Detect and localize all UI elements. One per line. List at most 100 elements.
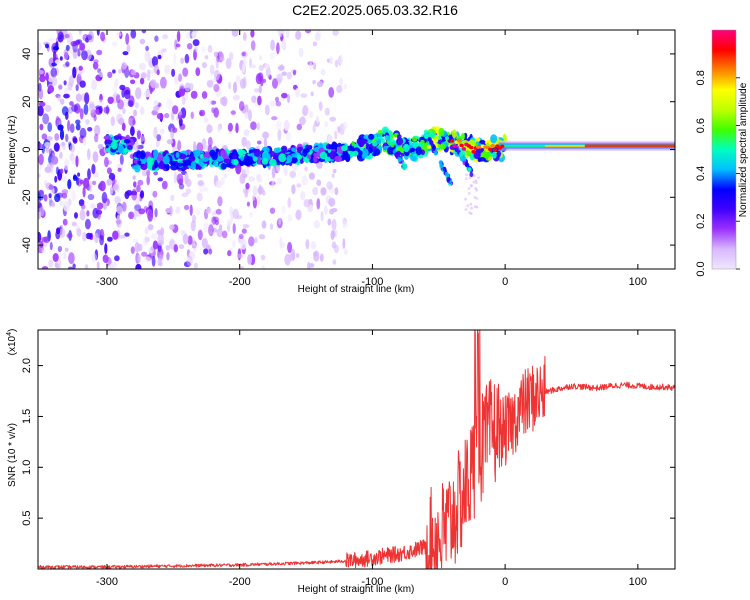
spectrogram-cell xyxy=(469,145,474,150)
spectrogram-cell xyxy=(112,230,119,240)
spectrogram-cell xyxy=(153,149,159,159)
spectrogram-cell xyxy=(147,209,154,222)
spectrogram-cell xyxy=(91,252,97,263)
spectrogram-cell xyxy=(240,265,244,269)
spectrogram-cell xyxy=(139,77,145,85)
spectrogram-cell xyxy=(63,80,67,86)
spectrogram-cell xyxy=(320,68,326,76)
spectrogram-cell xyxy=(241,63,246,74)
spectrogram-cell xyxy=(107,71,113,79)
spectrogram-cell xyxy=(221,230,228,239)
spectrogram-cell xyxy=(169,160,176,166)
spectrogram-cell xyxy=(184,172,189,185)
spectrogram-cell xyxy=(134,164,141,173)
spectrogram-cell xyxy=(137,254,141,264)
spectrogram-cell xyxy=(427,136,432,142)
spectrogram-cell xyxy=(211,151,218,161)
spectrogram-cell xyxy=(94,232,99,244)
spectrogram-cell xyxy=(147,161,153,171)
spectrogram-cell xyxy=(61,192,68,199)
spectrogram-cell xyxy=(78,71,82,77)
spectrogram-cell xyxy=(281,205,286,214)
spectrogram-cell xyxy=(89,203,96,209)
spectrogram-cell xyxy=(161,180,168,190)
spectrogram-cell xyxy=(84,264,89,269)
spectrogram-cell xyxy=(331,218,337,231)
spectrogram-cell xyxy=(94,133,99,143)
spectrogram-cell xyxy=(315,30,322,38)
y-tick-label: 2.0 xyxy=(21,358,33,373)
spectrogram-cell xyxy=(294,87,300,98)
spectrogram-cell xyxy=(130,69,137,76)
spectrogram-cell xyxy=(70,41,77,47)
spectrogram-cell xyxy=(48,193,52,199)
spectrogram-cell xyxy=(352,150,359,157)
spectrogram-cell xyxy=(201,62,207,69)
spectrogram-cell xyxy=(257,140,262,145)
spectrogram-cell xyxy=(410,155,417,162)
spectrogram-cell xyxy=(157,177,164,182)
spectrogram-cell xyxy=(283,119,290,131)
spectrogram-cell xyxy=(298,47,304,58)
spectrogram-cell xyxy=(176,30,181,43)
spectrogram-cell xyxy=(206,80,214,88)
spectrogram-cell xyxy=(76,228,82,237)
spectrogram-cell xyxy=(278,30,284,38)
spectrogram-cell xyxy=(48,184,54,190)
spectrogram-cell xyxy=(194,30,199,34)
spectrogram-cell xyxy=(332,30,339,36)
spectrogram-cell xyxy=(343,83,348,90)
spectrogram-cell xyxy=(213,216,220,223)
spectrogram-cell xyxy=(262,131,269,139)
spectrogram-cell xyxy=(114,255,120,262)
spectrogram-cell xyxy=(127,100,134,107)
spectrogram-cell xyxy=(38,189,44,195)
spectrogram-cell xyxy=(312,41,317,47)
spectrogram-cell xyxy=(71,104,78,112)
spectrogram-cell xyxy=(438,127,445,137)
spectrogram-cell xyxy=(117,68,122,74)
spectrogram-cell xyxy=(178,110,183,116)
spectrogram-cell xyxy=(96,30,100,36)
spectrogram-cell xyxy=(39,123,44,131)
spectrogram-cell xyxy=(442,166,447,172)
spectrogram-cell xyxy=(469,202,473,206)
spectrogram-cell xyxy=(465,173,468,177)
spectrogram-cell xyxy=(116,205,123,215)
spectrogram-cell xyxy=(152,190,158,198)
spectrogram-cell xyxy=(258,85,262,94)
snr-line xyxy=(38,330,675,569)
spectrogram-cell xyxy=(92,151,99,163)
spectrogram-cell xyxy=(41,266,49,269)
spectrogram-cell xyxy=(185,188,192,195)
spectrogram-cell xyxy=(173,171,178,184)
spectrogram-cell xyxy=(469,184,473,187)
spectrogram-cell xyxy=(45,43,49,49)
spectrogram-cell xyxy=(178,244,185,250)
spectrogram-cell xyxy=(144,256,151,262)
y-tick-label: 1.0 xyxy=(21,460,33,475)
spectrogram-cell xyxy=(157,247,164,260)
spectrogram-cell xyxy=(424,133,429,139)
spectrogram-cell xyxy=(241,51,246,57)
spectrogram-cells xyxy=(38,30,509,269)
spectrogram-cell xyxy=(145,45,150,52)
spectrogram-cell xyxy=(139,190,145,199)
spectrogram-cell xyxy=(141,169,148,177)
band-peak-yellow xyxy=(544,144,585,147)
spectrogram-cell xyxy=(69,123,75,133)
spectrogram-cell xyxy=(177,140,182,151)
spectrogram-cell xyxy=(144,89,151,98)
spectrogram-cell xyxy=(402,165,407,171)
spectrogram-cell xyxy=(44,104,52,113)
spectrogram-cell xyxy=(252,195,256,201)
spectrogram-cell xyxy=(264,104,270,116)
spectrogram-cell xyxy=(211,211,216,217)
spectrogram-cell xyxy=(84,218,91,230)
spectrogram-cell xyxy=(96,208,102,220)
spectrogram-cell xyxy=(146,175,150,186)
y-tick-label: -40 xyxy=(21,237,33,253)
spectrogram-cell xyxy=(140,136,146,145)
spectrogram-cell xyxy=(162,151,167,157)
spectrogram-cell xyxy=(308,172,315,180)
